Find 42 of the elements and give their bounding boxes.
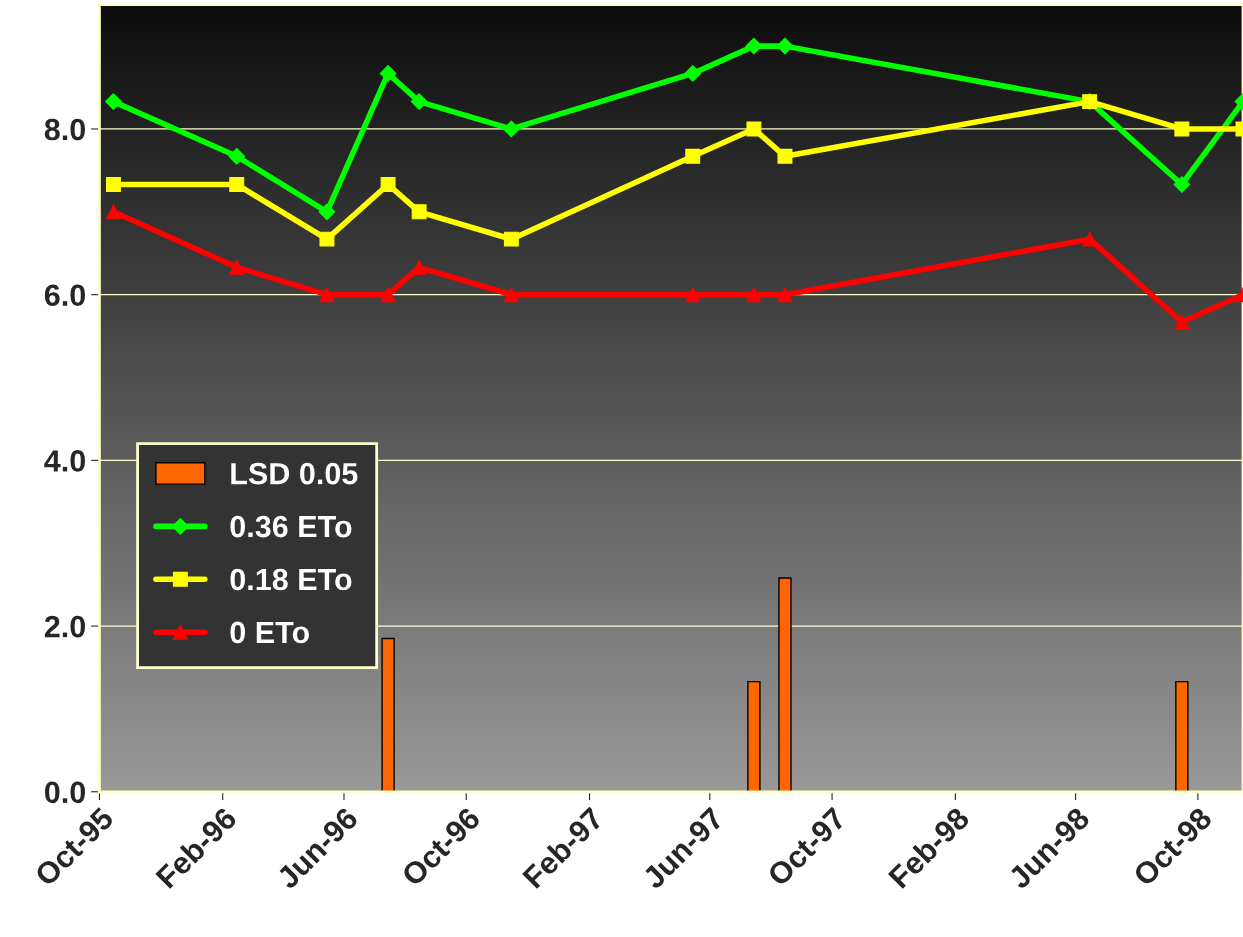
point	[685, 148, 701, 164]
y-tick-label: 2.0	[44, 615, 85, 638]
legend-label: LSD 0.05	[231, 462, 358, 485]
point	[229, 177, 245, 192]
point	[777, 287, 793, 303]
point	[746, 121, 762, 137]
point	[106, 204, 121, 220]
point	[411, 204, 427, 220]
bar	[1175, 680, 1189, 792]
point	[229, 259, 245, 275]
legend-label: 0.36 ETo	[230, 515, 352, 538]
point	[1174, 121, 1190, 137]
point	[685, 287, 701, 303]
point	[502, 120, 520, 138]
point	[503, 231, 519, 247]
legend-label: 0 ETo	[230, 621, 309, 644]
point	[380, 177, 396, 192]
point	[776, 37, 794, 55]
point	[410, 93, 428, 110]
point	[1174, 314, 1190, 330]
legend-label: 0.18 ETo	[230, 568, 352, 591]
point	[684, 65, 702, 82]
point	[319, 287, 335, 303]
point	[745, 37, 763, 55]
point	[318, 203, 336, 221]
point	[379, 65, 397, 82]
y-tick-label: 4.0	[44, 450, 85, 472]
y-tick-label: 6.0	[44, 284, 85, 307]
point	[1173, 176, 1191, 193]
point	[105, 93, 122, 110]
point	[746, 287, 762, 303]
point	[503, 287, 519, 303]
bar	[747, 680, 761, 792]
point	[228, 147, 246, 165]
y-tick-label: 8.0	[44, 118, 85, 141]
point	[106, 177, 121, 192]
point	[319, 231, 335, 247]
bar	[778, 577, 792, 792]
bar	[381, 637, 395, 792]
point	[777, 148, 793, 164]
point	[380, 287, 396, 303]
y-tick-label: 0.0	[44, 781, 85, 804]
